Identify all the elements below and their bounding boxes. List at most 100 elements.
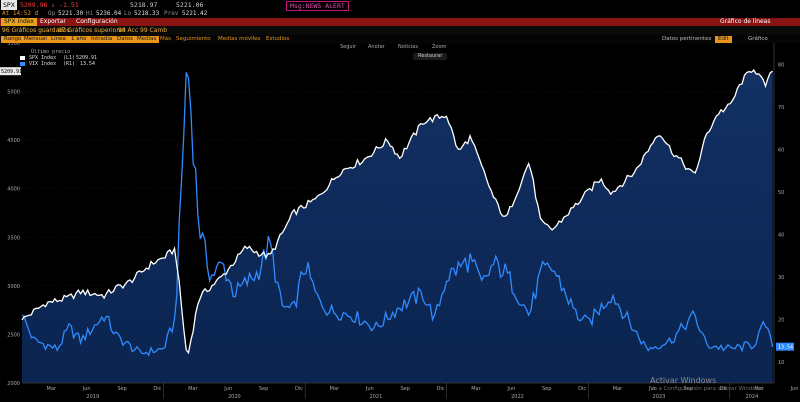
- edit-chip[interactable]: Edit: [715, 36, 732, 43]
- right-tick-label: 60: [778, 147, 784, 153]
- prev-value: 5221.42: [182, 10, 208, 17]
- x-tick-label: Mar: [754, 386, 764, 392]
- legend-title: Último precio: [31, 49, 71, 55]
- camb-link[interactable]: 99 Camb: [140, 27, 168, 34]
- left-tick-label: 5500: [7, 43, 20, 47]
- chart-type-label: Gráfico de líneas: [720, 18, 771, 25]
- more-link[interactable]: Más: [160, 36, 171, 42]
- left-tick-label: 3500: [7, 235, 20, 241]
- chart-tools: Seguir Anotar Noticias Zoom: [340, 44, 470, 51]
- monthly-chip[interactable]: Mensual: [21, 36, 50, 43]
- right-tick-label: 40: [778, 232, 784, 238]
- prev-label: Prev: [164, 10, 179, 17]
- export-menu[interactable]: Exportar: [40, 18, 66, 25]
- x-tick-label: Jun: [365, 386, 374, 392]
- left-tick-label: 4000: [7, 187, 20, 193]
- ticker-label[interactable]: SPX: [1, 0, 17, 10]
- vertical-grid: [163, 383, 731, 399]
- year-axis: 2019 2020 2021 2022 2023 2024: [86, 394, 758, 400]
- follow-tool[interactable]: Seguir: [340, 44, 357, 50]
- legend-vix-tag: (R1): [63, 61, 76, 67]
- right-tick-label: 10: [778, 360, 784, 366]
- top-charts-link[interactable]: 97 Gráficos superiores: [58, 27, 126, 34]
- right-tick-label: 20: [778, 317, 784, 323]
- ohlc-bar: At 14:52 d Op 5221.30 Hi 5236.04 Lo 5218…: [0, 10, 800, 18]
- x-tick-label: Jun: [506, 386, 515, 392]
- zoom-tool[interactable]: Zoom: [432, 44, 447, 50]
- x-tick-label: Dic: [720, 386, 728, 392]
- acc-link[interactable]: 98 Acc: [118, 27, 139, 34]
- line-chart: 2000 2500 3000 3500 4000 4500 5000 5500 10 20 30 4…: [0, 43, 799, 400]
- settings-menu[interactable]: Configuración: [76, 18, 118, 25]
- averages-chip[interactable]: Medias: [134, 36, 160, 43]
- saved-charts-link[interactable]: 96 Gráficos guardados: [2, 27, 70, 34]
- legend-spx-name: SPX Index: [29, 55, 57, 61]
- high-value: 5236.04: [96, 10, 122, 17]
- news-alert[interactable]: Msg:NEWS ALERT: [286, 1, 349, 11]
- x-tick-label: Mar: [47, 386, 57, 392]
- chart-settings-link[interactable]: Gráfico: [748, 36, 768, 42]
- moving-averages-link[interactable]: Medias móviles: [218, 36, 261, 42]
- x-tick-label: Jun: [648, 386, 657, 392]
- open-value: 5221.30: [58, 10, 84, 17]
- tracking-link[interactable]: Seguimiento: [176, 36, 211, 42]
- one-year-chip[interactable]: 1 año: [68, 36, 90, 43]
- x-tick-label: Sep: [542, 386, 551, 392]
- high-label: Hi: [86, 10, 94, 17]
- vix-swatch: [20, 62, 25, 66]
- year-label: 2020: [228, 394, 241, 400]
- x-tick-label: Jun: [223, 386, 232, 392]
- x-tick-label: Dic: [437, 386, 445, 392]
- left-tick-label: 4500: [7, 138, 20, 144]
- spx-last-badge: [0, 67, 21, 76]
- x-tick-label: Dic: [295, 386, 303, 392]
- low-value: 5218.33: [134, 10, 160, 17]
- left-axis: 2000 2500 3000 3500 4000 4500 5000 5500: [7, 43, 20, 387]
- legend-row-vix: VIX Index (R1) 13.54: [20, 61, 100, 67]
- right-tick-label: 50: [778, 190, 784, 196]
- windows-activation-title: Activar Windows: [650, 376, 717, 385]
- year-label: 2024: [746, 394, 759, 400]
- x-tick-label: Mar: [471, 386, 481, 392]
- windows-activation-subtitle: Ve a Configuración para activar Windows.: [650, 386, 765, 392]
- right-axis: 10 20 30 40 50 60 70 80: [778, 62, 784, 366]
- x-tick-label: Dic: [153, 386, 161, 392]
- index-chip[interactable]: SPX Index: [1, 18, 37, 26]
- spx-last-value: 5209.91: [1, 69, 22, 75]
- legend: Último precio SPX Index (L1) 5209.91 VIX…: [20, 49, 100, 67]
- year-label: 2021: [370, 394, 383, 400]
- toolbar: SPX Index Exportar Configuración Gráfico…: [0, 18, 800, 26]
- last-value-labels: 5209.91 13.54: [0, 67, 794, 351]
- x-tick-label: Mar: [613, 386, 623, 392]
- right-tick-label: 30: [778, 275, 784, 281]
- year-label: 2022: [511, 394, 524, 400]
- intraday-chip[interactable]: Intradía: [88, 36, 116, 43]
- relevant-data-link[interactable]: Datos pertinentes: [662, 36, 712, 42]
- legend-title-row: Último precio: [20, 49, 100, 55]
- low-label: Lo: [124, 10, 132, 17]
- x-tick-label: Jun: [82, 386, 91, 392]
- vix-last-badge: [776, 342, 794, 351]
- news-tool[interactable]: Noticias: [398, 44, 418, 50]
- data-chip[interactable]: Datos: [114, 36, 136, 43]
- line-chip[interactable]: Línea: [48, 36, 69, 43]
- legend-spx-value: 5209.91: [76, 55, 98, 61]
- spx-area-fill: [22, 70, 773, 383]
- x-tick-label: Sep: [684, 386, 693, 392]
- studies-link[interactable]: Estudios: [266, 36, 290, 42]
- last-price: 5209.98 ↓ -1.51: [20, 1, 79, 9]
- year-label: 2023: [653, 394, 666, 400]
- ref-price-1: 5218.97: [130, 1, 158, 9]
- annotate-tool[interactable]: Anotar: [368, 44, 385, 50]
- legend-row-spx: SPX Index (L1) 5209.91: [20, 55, 100, 61]
- x-tick-label: Jun: [790, 386, 799, 392]
- range-chip[interactable]: Rango: [1, 36, 25, 43]
- x-axis: Mar Jun Sep Dic Mar Jun Sep Dic Mar Jun Sep Dic Mar J…: [47, 386, 799, 392]
- quote-bar: SPX 5209.98 ↓ -1.51 At 14:52 d 5218.97 5…: [0, 0, 800, 11]
- legend-spx-tag: (L1): [63, 55, 76, 61]
- left-tick-label: 3000: [7, 284, 20, 290]
- restore-button[interactable]: Restaurar: [413, 53, 448, 60]
- period-bar: Rango Mensual Línea 1 año Intradía Datos…: [0, 35, 800, 43]
- left-tick-label: 5000: [7, 90, 20, 96]
- ref-price-2: 5221.06: [176, 1, 204, 9]
